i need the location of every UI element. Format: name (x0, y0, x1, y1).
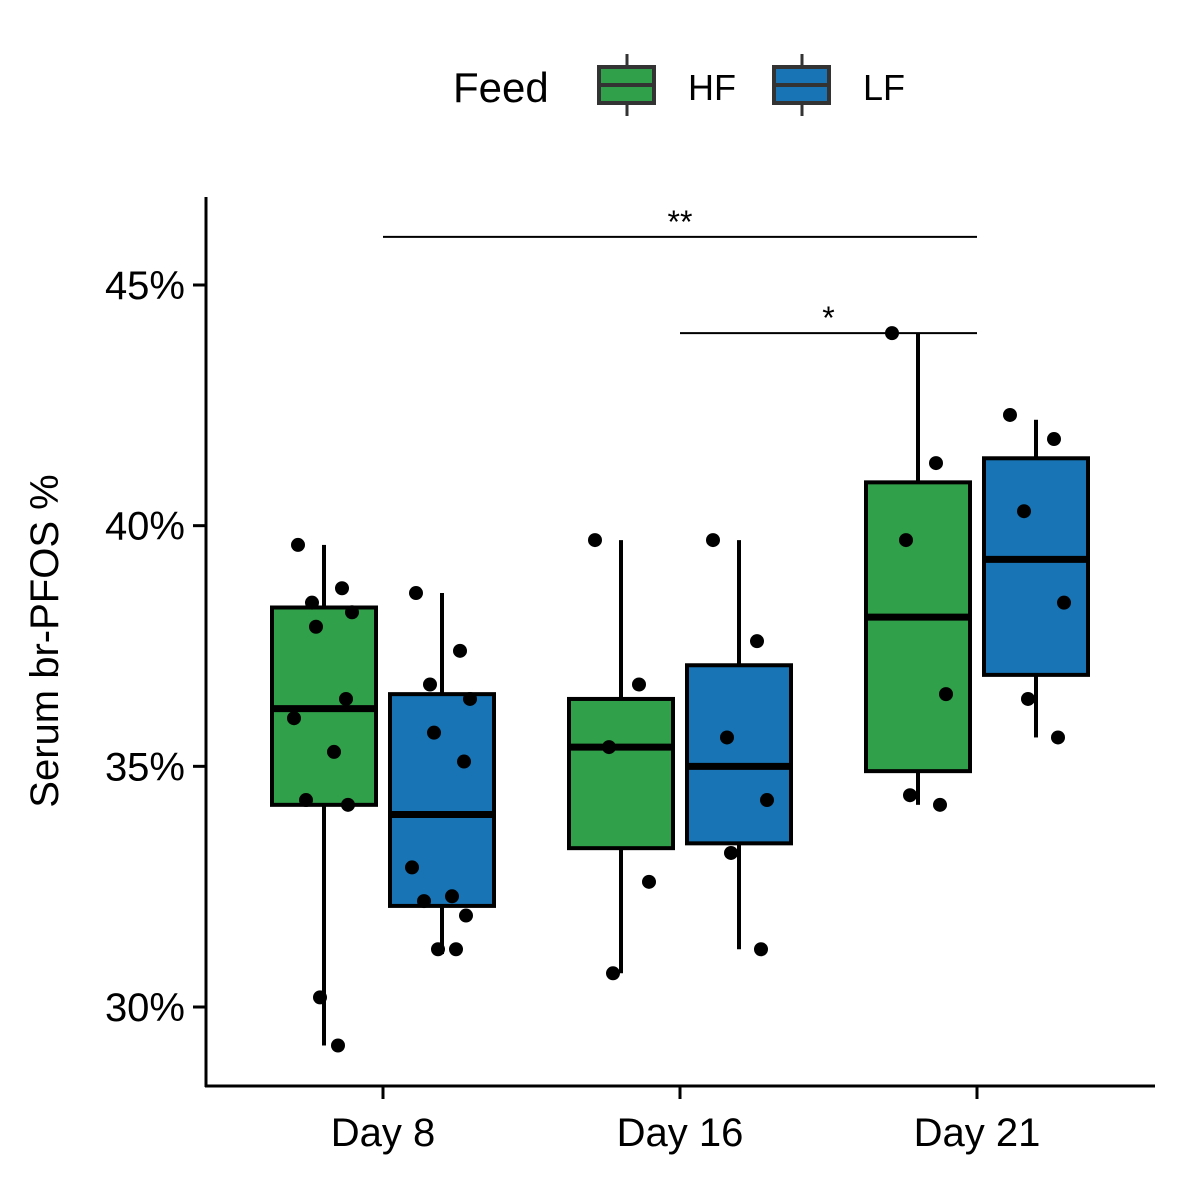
y-axis-title: Serum br-PFOS % (23, 474, 67, 807)
data-point (427, 725, 441, 740)
legend-key-hf (597, 54, 656, 116)
box-lf-day-16 (685, 540, 793, 950)
data-point (1003, 407, 1017, 422)
box-hf-day-8 (270, 544, 378, 1046)
data-point (602, 740, 616, 755)
data-point (706, 533, 720, 548)
points-hf-day-21 (885, 326, 953, 812)
data-point (457, 754, 471, 769)
points-lf-day-16 (706, 533, 774, 957)
y-tick-label: 45% (105, 264, 185, 308)
data-point (431, 942, 445, 957)
data-point (720, 730, 734, 745)
x-tick-label: Day 8 (331, 1111, 436, 1155)
data-point (1051, 730, 1065, 745)
points-hf-day-8 (287, 537, 359, 1053)
data-point (345, 605, 359, 620)
x-tick-label: Day 16 (617, 1111, 744, 1155)
y-tick-label: 35% (105, 745, 185, 789)
data-point (933, 797, 947, 812)
data-point (750, 634, 764, 649)
box-hf-day-21 (864, 333, 972, 805)
significance-label: ** (668, 204, 693, 240)
box-iqr (567, 696, 675, 851)
box-hf-day-16 (567, 540, 675, 974)
y-tick-label: 30% (105, 986, 185, 1030)
data-point (903, 788, 917, 803)
box-iqr (388, 692, 496, 908)
data-point (417, 894, 431, 909)
data-point (287, 711, 301, 726)
data-point (1057, 595, 1071, 610)
data-point (331, 1038, 345, 1053)
data-point (1021, 691, 1035, 706)
significance-label: * (822, 300, 834, 336)
data-point (327, 744, 341, 759)
data-point (291, 537, 305, 552)
data-point (305, 595, 319, 610)
x-tick-label: Day 21 (914, 1111, 1041, 1155)
data-point (642, 874, 656, 889)
box-lf-day-21 (982, 419, 1090, 738)
data-point (405, 860, 419, 875)
data-point (445, 889, 459, 904)
data-point (423, 677, 437, 692)
data-point (929, 456, 943, 471)
data-point (335, 581, 349, 596)
data-point (449, 942, 463, 957)
points-hf-day-16 (588, 533, 656, 981)
data-point (632, 677, 646, 692)
points-lf-day-21 (1003, 407, 1071, 745)
data-point (754, 942, 768, 957)
data-point (339, 691, 353, 706)
data-point (409, 586, 423, 601)
data-point (313, 990, 327, 1005)
data-point (899, 533, 913, 548)
box-lf-day-8 (388, 593, 496, 955)
legend: Feed HF LF (453, 54, 905, 116)
data-point (760, 793, 774, 808)
y-tick-label: 40% (105, 505, 185, 549)
data-point (309, 619, 323, 634)
box-iqr (982, 456, 1090, 677)
data-point (459, 908, 473, 923)
legend-key-lf (772, 54, 831, 116)
points-lf-day-8 (405, 586, 477, 957)
data-point (606, 966, 620, 981)
box-iqr (864, 480, 972, 774)
data-point (453, 643, 467, 658)
significance-annotations: *** (383, 204, 977, 336)
plot-area (270, 326, 1090, 1053)
legend-title: Feed (453, 64, 549, 111)
data-point (939, 687, 953, 702)
y-ticks: 30% 35% 40% 45% (105, 264, 206, 1030)
data-point (299, 793, 313, 808)
data-point (588, 533, 602, 548)
box-iqr (685, 663, 793, 846)
data-point (1047, 432, 1061, 447)
legend-label-lf: LF (863, 67, 905, 108)
data-point (341, 797, 355, 812)
data-point (463, 691, 477, 706)
legend-label-hf: HF (688, 67, 736, 108)
x-ticks: Day 8 Day 16 Day 21 (331, 1086, 1041, 1155)
data-point (1017, 504, 1031, 519)
data-point (724, 845, 738, 860)
